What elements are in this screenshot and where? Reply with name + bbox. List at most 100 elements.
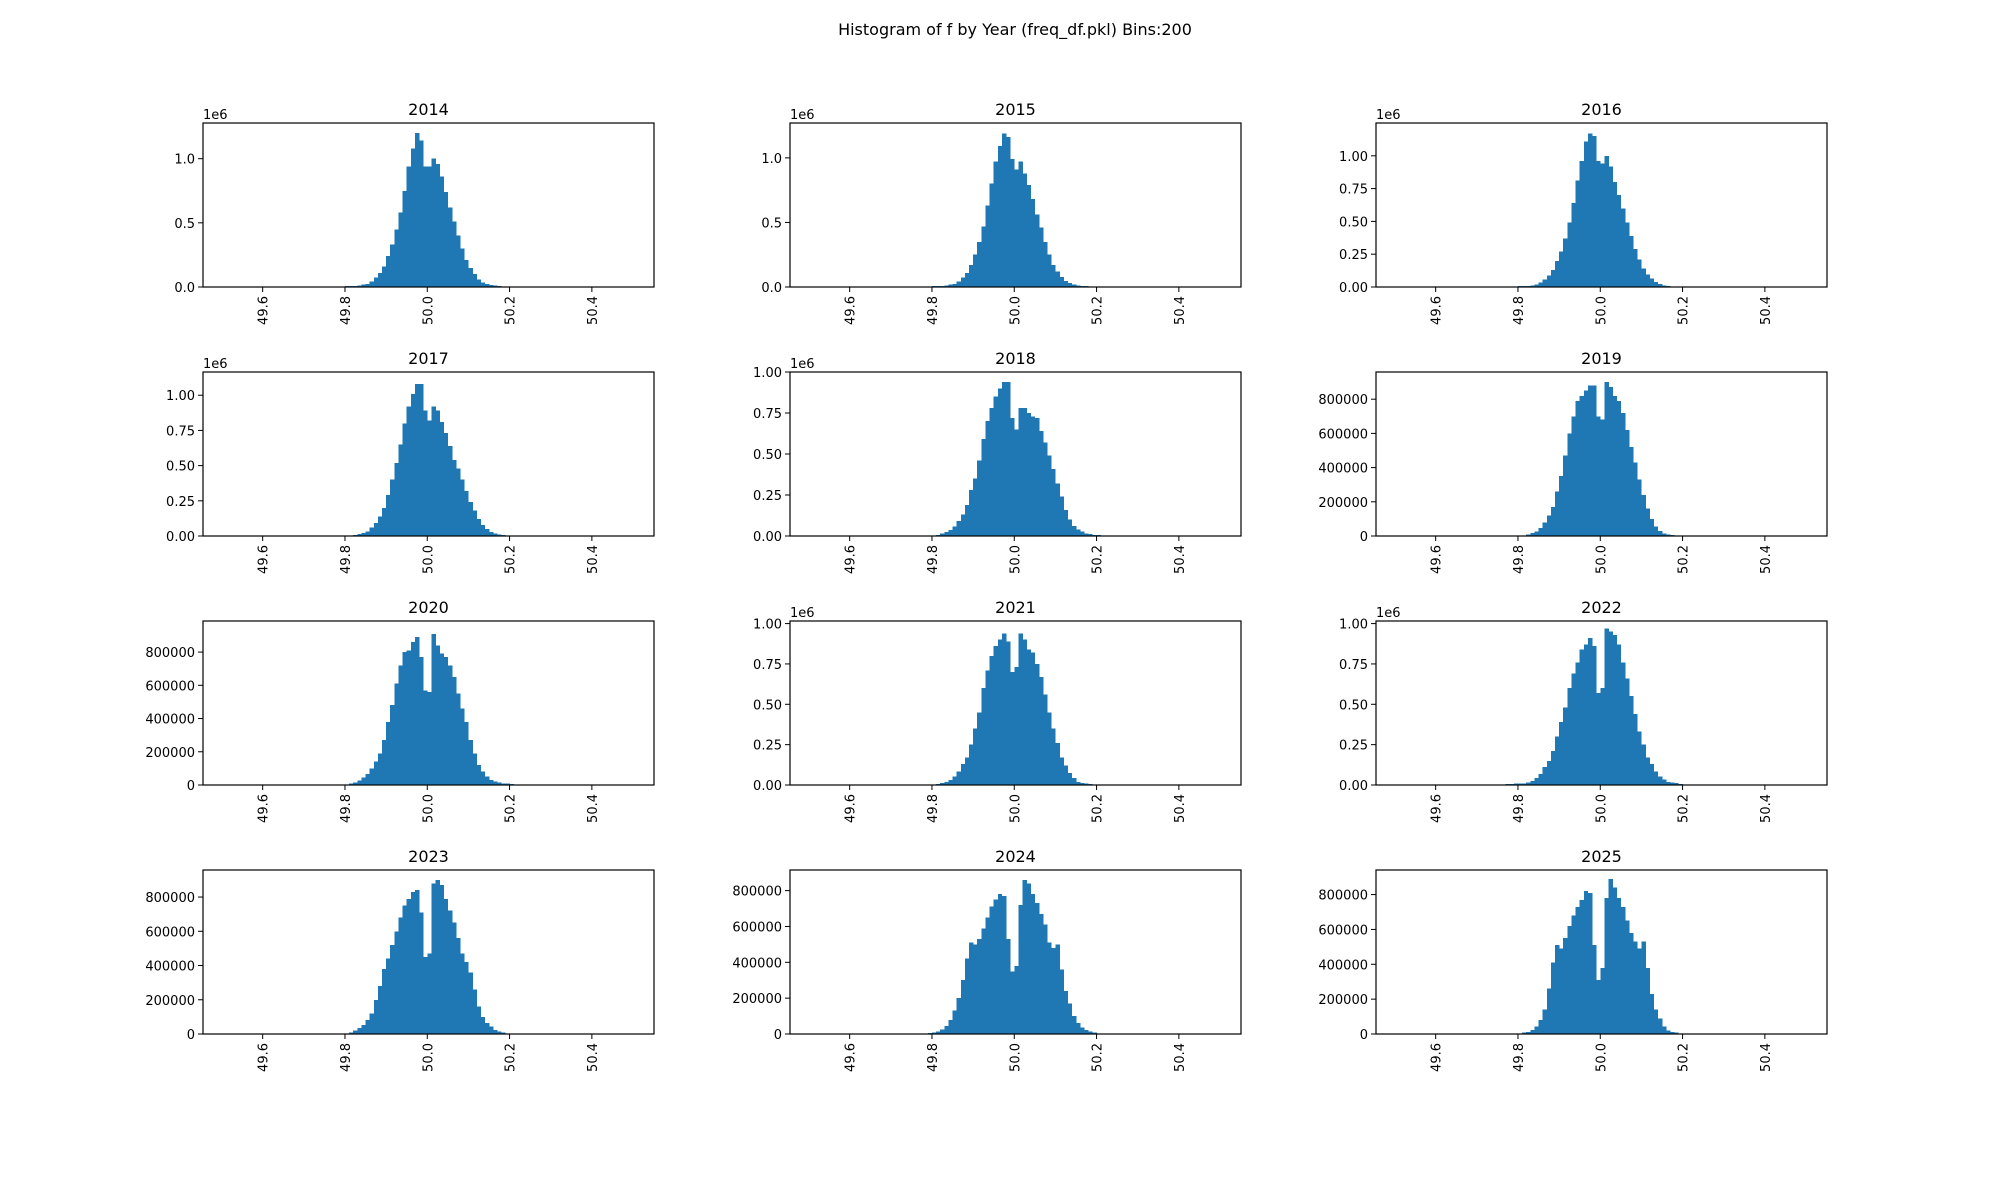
histogram-bar	[373, 522, 379, 536]
histogram-bar	[1645, 274, 1650, 287]
histogram-bar	[1080, 531, 1085, 536]
histogram-bar	[1071, 1016, 1077, 1034]
histogram-bar	[1661, 533, 1667, 536]
histogram-bar	[1055, 483, 1060, 536]
subplot-2023: 2023 0 200000 400000 600000 800000 49.6 49.8 50.…	[145, 847, 655, 1072]
histogram-bar	[977, 241, 982, 287]
histogram-bar	[1014, 965, 1019, 1034]
histogram-bar	[361, 1024, 366, 1034]
y-tick-label: 0	[774, 1028, 782, 1043]
x-tick-label: 49.6	[844, 1043, 859, 1072]
histogram-bar	[497, 782, 502, 785]
histogram-bar	[1071, 284, 1077, 287]
histogram-bar	[1088, 534, 1093, 536]
histogram-bar	[435, 645, 440, 785]
histogram-bar	[1592, 385, 1597, 536]
histogram-bar	[431, 406, 436, 536]
histogram-bar	[1043, 241, 1048, 287]
histogram-bar	[948, 780, 953, 785]
histogram-bar	[365, 1019, 370, 1034]
histogram-bar	[997, 388, 1003, 536]
x-tick-label: 49.6	[1430, 794, 1445, 823]
histogram-bar	[1001, 895, 1007, 1034]
y-tick-label: 1.0	[174, 153, 195, 168]
histogram-bar	[1047, 455, 1052, 536]
axes-frame	[202, 122, 655, 288]
histogram-bar	[1567, 433, 1572, 536]
x-tick-label: 49.6	[257, 794, 272, 823]
histogram-bar	[1583, 141, 1589, 287]
histogram-bar	[435, 410, 440, 536]
histogram-bar	[1034, 214, 1040, 287]
histogram-bar	[1014, 169, 1019, 287]
histogram-bar	[1063, 765, 1069, 785]
histogram-bar	[1018, 904, 1023, 1034]
histogram-bar	[964, 958, 970, 1034]
histogram-bar	[435, 879, 440, 1034]
x-tick-label: 50.0	[1594, 545, 1609, 574]
histogram-bar	[985, 917, 990, 1034]
histogram-bar	[390, 705, 395, 785]
subplot-2022: 2022 1e6 0.00 0.25 0.50 0.75 1.00 49.6 49.8 50.0 5…	[1339, 598, 1828, 823]
x-tick-label: 50.2	[1677, 296, 1692, 325]
histogram-bar	[493, 533, 498, 536]
histogram-bar	[1059, 277, 1064, 287]
x-tick-label: 50.0	[421, 1043, 436, 1072]
subplot-2021: 2021 1e6 0.00 0.25 0.50 0.75 1.00 49.6 49.8 50.0 5…	[753, 598, 1242, 823]
histogram-bar	[1530, 780, 1535, 785]
histogram-bar	[985, 205, 990, 287]
histogram-bar	[488, 531, 494, 536]
x-tick-label: 50.2	[504, 794, 519, 823]
histogram-bar	[1550, 506, 1556, 536]
axes-frame	[789, 122, 1242, 288]
histogram-bar	[985, 670, 990, 785]
histogram-bar	[402, 190, 407, 287]
histogram-bar	[456, 235, 461, 287]
histogram-bar	[1546, 515, 1552, 536]
histogram-bar	[439, 653, 445, 785]
subplot-2014: 2014 1e6 0.0 0.5 1.0 49.6 49.8 50.0 50.2 50.4	[174, 100, 655, 325]
histogram-bar	[1059, 969, 1064, 1034]
histogram-bar	[993, 646, 999, 785]
histogram-bar	[472, 753, 477, 785]
histogram-bar	[447, 207, 453, 287]
histogram-bar	[1010, 672, 1015, 785]
histogram-bar	[1596, 416, 1601, 536]
histogram-bar	[1571, 203, 1576, 287]
histogram-bar	[423, 410, 428, 536]
y-tick-label: 0.75	[1339, 183, 1368, 198]
histogram-bar	[1563, 455, 1568, 536]
histogram-bar	[1587, 133, 1593, 287]
histogram-bar	[989, 183, 994, 287]
x-tick-label: 50.4	[1173, 1043, 1188, 1072]
x-tick-label: 50.0	[1008, 545, 1023, 574]
y-tick-label: 0.25	[1339, 739, 1368, 754]
histogram-bar	[427, 691, 432, 785]
histogram-bar	[1645, 508, 1650, 536]
x-tick-label: 50.4	[586, 545, 601, 574]
y-tick-label: 600000	[732, 920, 782, 935]
histogram-bar	[1674, 783, 1679, 785]
x-tick-label: 49.8	[1512, 794, 1527, 823]
histogram-bar	[476, 519, 482, 536]
histogram-bar	[1649, 278, 1655, 287]
histogram-bar	[423, 956, 428, 1034]
histogram-bar	[969, 942, 974, 1034]
y-tick-label: 0.75	[1339, 658, 1368, 673]
y-tick-label: 0.25	[166, 495, 195, 510]
histogram-bar	[1038, 227, 1044, 287]
histogram-bar	[1596, 161, 1601, 287]
x-tick-label: 50.4	[1759, 1043, 1774, 1072]
histogram-bar	[1653, 526, 1659, 536]
histogram-bar	[956, 520, 962, 536]
histogram-bar	[1026, 649, 1032, 785]
histogram-bar	[1063, 280, 1069, 287]
histogram-bar	[419, 912, 424, 1034]
histogram-bar	[989, 906, 994, 1034]
histogram-bar	[1657, 531, 1663, 536]
histogram-bar	[501, 783, 506, 785]
histogram-bar	[1571, 673, 1576, 785]
histogram-bar	[997, 639, 1003, 785]
y-tick-label: 0	[1360, 530, 1368, 545]
histogram-bar	[997, 894, 1003, 1034]
